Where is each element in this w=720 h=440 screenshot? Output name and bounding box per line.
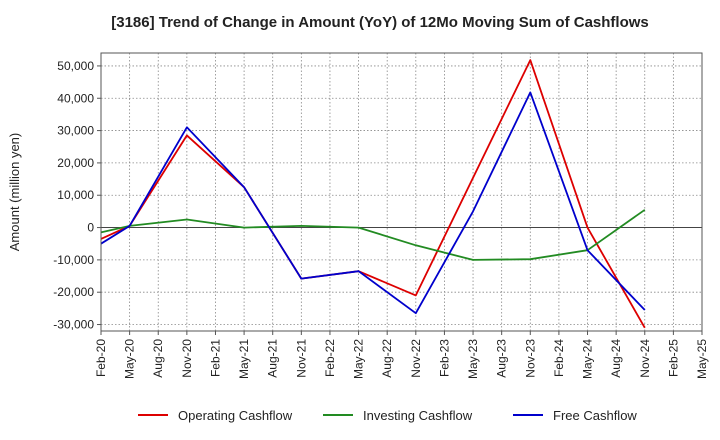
x-tick-label: Nov-22 [409,339,423,378]
series-line-investing-cashflow [100,209,646,261]
y-tick-label: -10,000 [53,253,94,267]
y-axis-label: Amount (million yen) [7,133,22,252]
y-tick-label: 40,000 [57,91,94,105]
legend-label-free-cashflow: Free Cashflow [553,408,637,423]
legend-label-investing-cashflow: Investing Cashflow [363,408,473,423]
x-tick-label: May-22 [352,339,366,379]
chart-title: [3186] Trend of Change in Amount (YoY) o… [111,14,649,31]
x-tick-label: Aug-24 [609,339,623,378]
x-tick-label: Aug-23 [495,339,509,378]
y-tick-label: -20,000 [53,285,94,299]
series-lines [100,59,646,329]
x-tick-label: Feb-20 [94,339,108,377]
legend-label-operating-cashflow: Operating Cashflow [178,408,293,423]
series-line-free-cashflow [100,91,646,315]
x-tick-label: Nov-23 [523,339,537,378]
y-tick-label: 20,000 [57,156,94,170]
x-tick-label: May-20 [123,339,137,379]
x-tick-label: Feb-24 [552,339,566,377]
x-tick-label: Feb-22 [323,339,337,377]
y-tick-label: -30,000 [53,318,94,332]
legend: Operating Cashflow Investing Cashflow Free… [138,408,637,423]
y-tick-label: 50,000 [57,59,94,73]
plot-area [101,53,702,331]
x-axis-ticks: Feb-20 May-20 Aug-20 Nov-20 Feb-21 May-21 Aug-… [94,331,709,379]
x-tick-label: Feb-23 [437,339,451,377]
y-tick-label: 0 [87,221,94,235]
x-tick-label: May-25 [695,339,709,379]
y-tick-label: 30,000 [57,124,94,138]
x-tick-label: Aug-20 [151,339,165,378]
x-tick-label: May-24 [581,339,595,379]
x-tick-label: Nov-20 [180,339,194,378]
x-tick-label: Feb-25 [666,339,680,377]
y-axis-ticks: -30,000 -20,000 -10,000 0 10,000 20,000 30,000… [53,59,101,332]
x-tick-label: May-23 [466,339,480,379]
y-tick-label: 10,000 [57,188,94,202]
x-tick-label: Aug-21 [266,339,280,378]
x-tick-label: Aug-22 [380,339,394,378]
x-tick-label: Nov-24 [638,339,652,378]
plot-frame [100,52,703,332]
x-tick-label: Nov-21 [294,339,308,378]
x-tick-label: Feb-21 [208,339,222,377]
x-tick-label: May-21 [237,339,251,379]
